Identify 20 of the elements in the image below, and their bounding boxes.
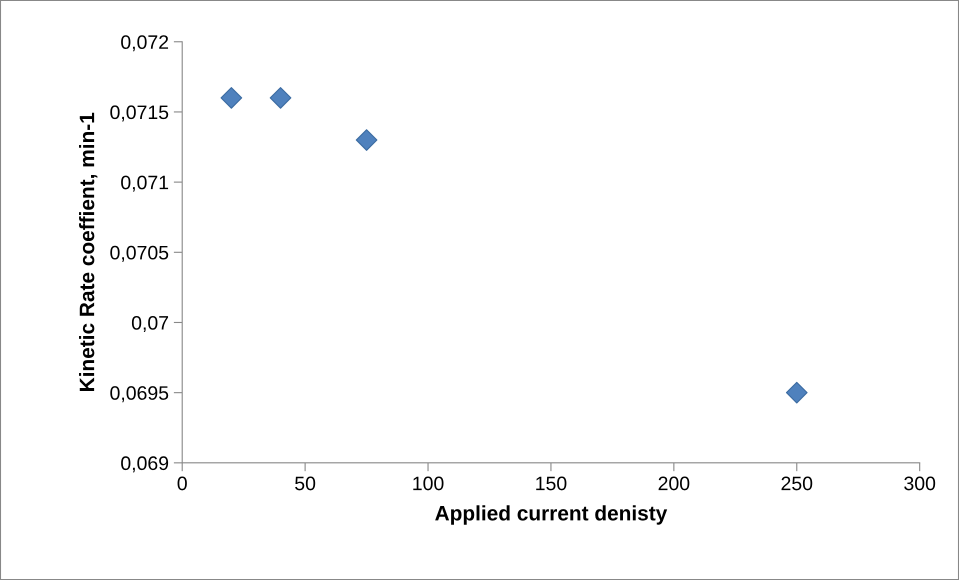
y-tick-label: 0,069: [121, 456, 168, 472]
y-tick-label: 0,0715: [110, 105, 168, 122]
y-tick-label: 0,0705: [110, 246, 168, 262]
point: [356, 129, 378, 151]
x-tick-label: 0: [178, 476, 187, 490]
point: [786, 382, 808, 404]
y-tick-label: 0,07: [132, 316, 168, 332]
y-tick-label: 0,071: [121, 176, 168, 192]
x-tick-label: 150: [536, 476, 566, 490]
x-tick-label: 50: [295, 476, 316, 490]
point: [270, 87, 292, 109]
x-axis-title: Applied current denisty: [435, 505, 668, 525]
y-tick-label: 0,0695: [110, 386, 168, 402]
x-tick-label: 100: [413, 476, 444, 490]
y-axis-title: Kinetic Rate coeffient, min-1: [79, 112, 98, 391]
x-tick-label: 250: [782, 476, 812, 490]
x-tick-label: 200: [658, 476, 690, 490]
y-tick-label: 0,072: [121, 35, 168, 52]
x-tick-label: 300: [904, 476, 936, 490]
point: [220, 87, 242, 109]
